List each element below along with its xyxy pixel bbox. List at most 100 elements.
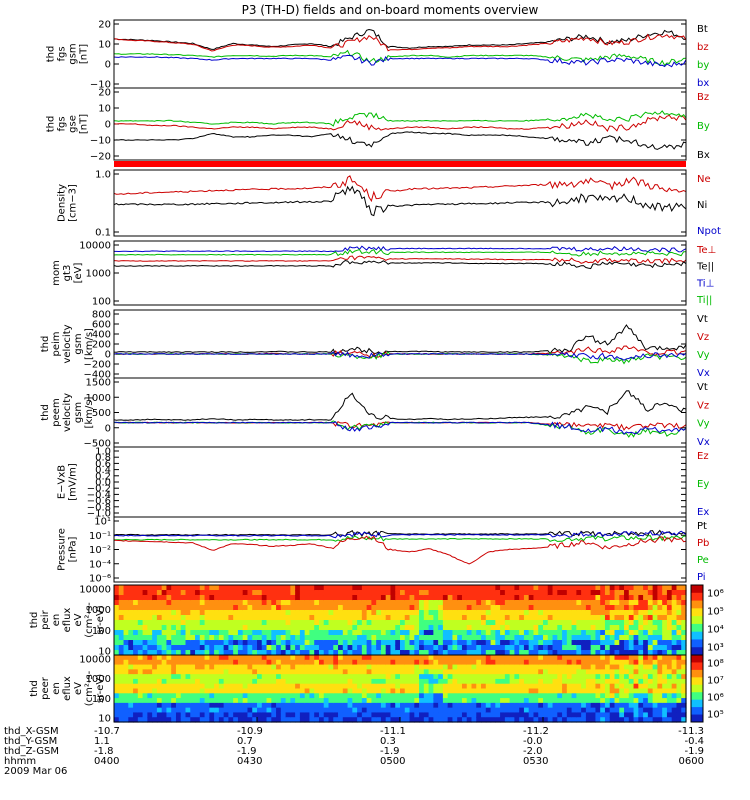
spectrogram-cell — [628, 625, 635, 631]
spectrogram-cell — [266, 712, 272, 718]
spectrogram-cell — [638, 625, 644, 631]
spectrogram-cell — [156, 600, 163, 606]
spectrogram-cell — [514, 702, 520, 709]
spectrogram-cell — [285, 650, 291, 656]
spectrogram-cell — [338, 615, 344, 621]
spectrogram-cell — [247, 610, 253, 616]
spectrogram-cell — [423, 640, 430, 646]
spectrogram-cell — [228, 664, 234, 670]
spectrogram-cell — [342, 655, 349, 661]
spectrogram-cell — [166, 717, 172, 723]
spectrogram-cell — [276, 585, 282, 591]
spectrogram-cell — [442, 605, 449, 611]
spectrogram-cell — [314, 702, 320, 709]
spectrogram-cell — [166, 585, 172, 591]
spectrogram-cell — [400, 590, 406, 596]
spectrogram-cell — [228, 678, 234, 685]
spectrogram-cell — [528, 595, 535, 601]
y-tick-label: 0 — [105, 350, 111, 361]
spectrogram-cell — [237, 645, 244, 651]
spectrogram-cell — [604, 698, 611, 704]
spectrogram-cell — [152, 645, 158, 651]
spectrogram-cell — [128, 698, 134, 704]
spectrogram-cell — [428, 635, 434, 641]
spectrogram-cell — [352, 620, 358, 626]
spectrogram-cell — [190, 693, 196, 699]
spectrogram-cell — [390, 702, 396, 709]
spectrogram-cell — [509, 707, 515, 714]
spectrogram-cell — [204, 688, 210, 694]
spectrogram-cell — [628, 640, 635, 646]
spectrogram-cell — [285, 688, 291, 694]
spectrogram-cell — [533, 693, 539, 699]
spectrogram-cell — [409, 585, 415, 591]
spectrogram-cell — [361, 717, 368, 723]
spectrogram-cell — [142, 590, 148, 596]
spectrogram-cell — [481, 630, 487, 636]
spectrogram-cell — [562, 702, 568, 709]
y-axis-label: E−VxB[mV/m] — [57, 463, 79, 501]
spectrogram-cell — [481, 683, 487, 690]
spectrogram-cell — [342, 645, 349, 651]
spectrogram-cell — [128, 585, 134, 591]
spectrogram-cell — [257, 595, 263, 601]
spectrogram-cell — [323, 615, 330, 621]
spectrogram-cell — [538, 678, 544, 685]
spectrogram-cell — [175, 650, 182, 656]
spectrogram-cell — [180, 659, 187, 666]
spectrogram-cell — [276, 674, 282, 680]
spectrogram-cell — [495, 678, 501, 685]
spectrogram-cell — [633, 630, 639, 636]
spectrogram-cell — [414, 595, 420, 601]
spectrogram-cell — [114, 620, 120, 626]
spectrogram-cell — [562, 595, 568, 601]
spectrogram-cell — [447, 664, 454, 670]
spectrogram-cell — [495, 698, 501, 704]
spectrogram-cell — [318, 615, 325, 621]
spectrogram-cell — [624, 669, 630, 675]
spectrogram-cell — [643, 664, 649, 670]
spectrogram-cell — [357, 640, 363, 646]
spectrogram-cell — [285, 674, 291, 680]
spectrogram-cell — [376, 655, 382, 661]
spectrogram-cell — [485, 650, 492, 656]
spectrogram-cell — [214, 659, 220, 666]
spectrogram-cell — [666, 650, 673, 656]
spectrogram-cell — [285, 645, 291, 651]
spectrogram-cell — [419, 664, 425, 670]
spectrogram-cell — [604, 650, 611, 656]
spectrogram-cell — [380, 717, 387, 723]
spectrogram-cell — [400, 595, 406, 601]
spectrogram-cell — [118, 707, 125, 714]
y-axis-label-line: thd — [29, 612, 40, 629]
spectrogram-cell — [461, 655, 468, 661]
spectrogram-cell — [314, 655, 320, 661]
spectrogram-cell — [461, 707, 468, 714]
spectrogram-cell — [552, 610, 558, 616]
spectrogram-cell — [237, 698, 244, 704]
spectrogram-cell — [547, 674, 554, 680]
spectrogram-cell — [271, 590, 277, 596]
spectrogram-cell — [123, 630, 129, 636]
spectrogram-cell — [624, 605, 630, 611]
y-tick-label: 0.8 — [95, 453, 111, 464]
spectrogram-cell — [190, 595, 196, 601]
panel-frame — [113, 169, 687, 237]
colorbar-band — [691, 692, 703, 701]
y-axis-label-line: [cm−3] — [68, 184, 79, 222]
spectrogram-cell — [290, 683, 296, 690]
spectrogram-cell — [137, 590, 144, 596]
spectrogram-cell — [576, 683, 582, 690]
spectrogram-cell — [285, 698, 291, 704]
spectrogram-cell — [543, 590, 549, 596]
spectrogram-cell — [547, 655, 554, 661]
spectrogram-cell — [133, 683, 139, 690]
spectrogram-cell — [390, 717, 396, 723]
spectrogram-cell — [528, 678, 535, 685]
spectrogram-cell — [528, 640, 535, 646]
spectrogram-cell — [533, 645, 539, 651]
spectrogram-cell — [328, 683, 334, 690]
spectrogram-cell — [133, 610, 139, 616]
spectrogram-cell — [318, 683, 325, 690]
spectrogram-cell — [538, 702, 544, 709]
